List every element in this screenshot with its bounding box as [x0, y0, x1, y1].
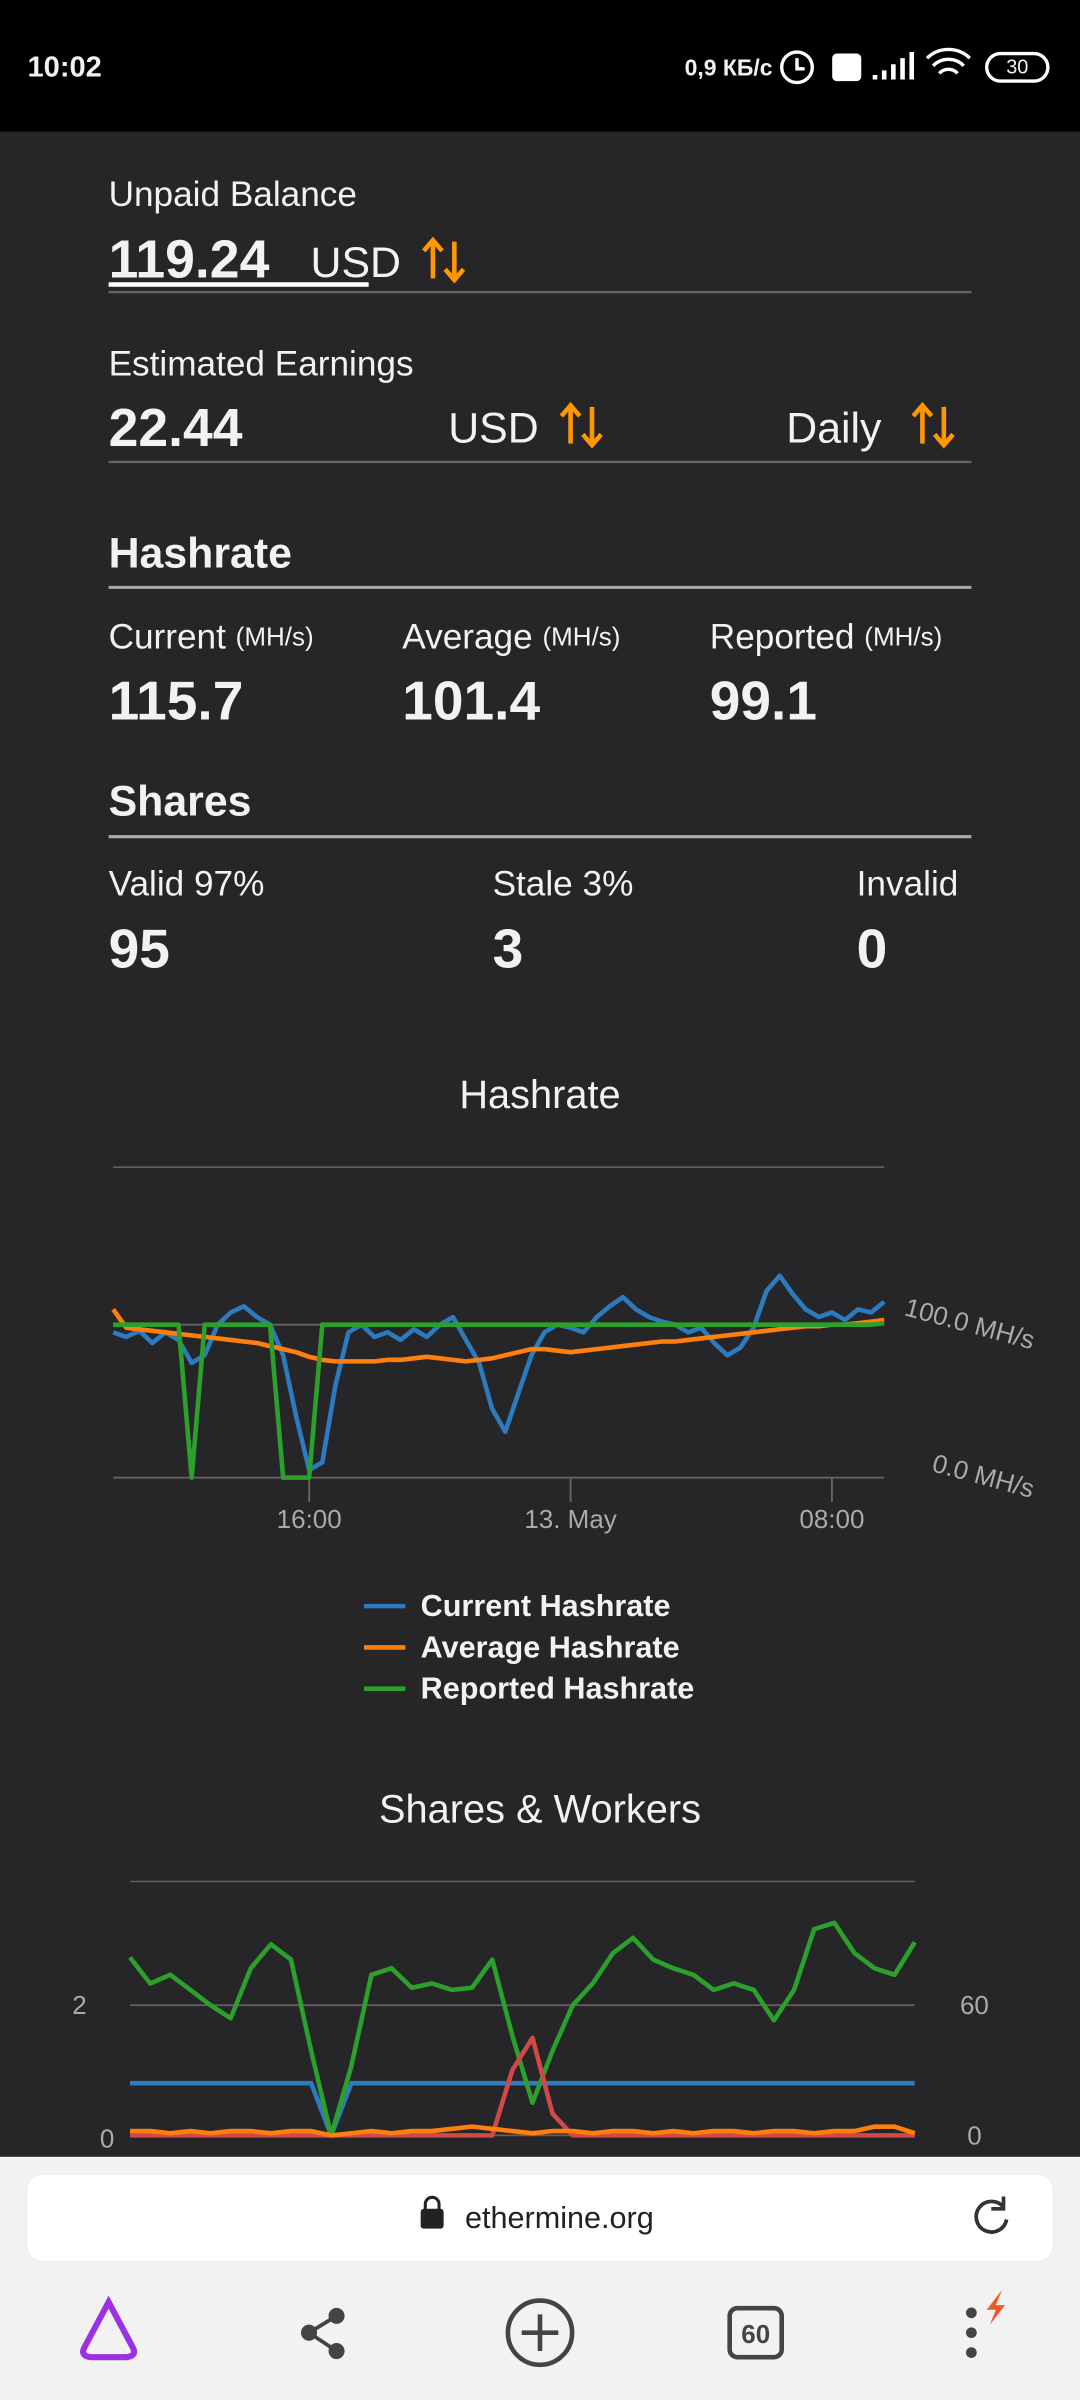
- stat-label: Valid 97%: [109, 865, 265, 904]
- stat-value: 95: [109, 917, 170, 979]
- url[interactable]: ethermine.org: [465, 2201, 654, 2235]
- series-line: [128, 1920, 917, 2138]
- lock-icon: [420, 2195, 444, 2229]
- tab-count[interactable]: 60: [741, 2319, 770, 2349]
- unpaid-label: Unpaid Balance: [109, 175, 357, 214]
- unpaid-unit[interactable]: USD: [311, 239, 401, 287]
- stat-unit: (MH/s): [864, 621, 942, 651]
- stat-value: 99.1: [710, 670, 817, 732]
- series-line: [112, 1273, 886, 1473]
- legend-label: Current Hashrate: [421, 1589, 671, 1623]
- x-tick-label: 13. May: [524, 1504, 617, 1534]
- period-toggle[interactable]: [911, 401, 955, 449]
- new-tab-icon[interactable]: [505, 2298, 575, 2368]
- y2-tick-label: 60: [960, 1990, 989, 2020]
- currency-toggle[interactable]: [559, 401, 603, 449]
- tabs-icon[interactable]: [727, 2305, 784, 2360]
- stat-label: Invalid: [857, 865, 959, 904]
- net-speed: 0,9 КБ/с: [685, 54, 773, 80]
- legend-label: Average Hashrate: [421, 1630, 680, 1664]
- menu-icon[interactable]: [966, 2289, 1006, 2358]
- chart-title: Hashrate: [459, 1073, 620, 1117]
- share-icon[interactable]: [300, 2307, 345, 2360]
- stat-name: Average: [402, 617, 532, 656]
- clock: 10:02: [28, 51, 102, 83]
- stat-unit: (MH/s): [236, 621, 314, 651]
- stat-unit: (MH/s): [542, 621, 620, 651]
- assistant-icon[interactable]: [80, 2295, 138, 2361]
- battery-level: 30: [1006, 56, 1028, 78]
- x-tick-label: 16:00: [277, 1504, 342, 1534]
- stat-value: 101.4: [402, 670, 540, 732]
- reload-icon[interactable]: [974, 2196, 1009, 2234]
- url-bar[interactable]: [27, 2175, 1053, 2261]
- stat-label: Average (MH/s): [402, 617, 620, 656]
- section-title: Hashrate: [109, 530, 292, 578]
- unpaid-value: 119.24: [109, 231, 270, 290]
- currency-toggle[interactable]: [421, 236, 466, 284]
- y2-tick-label: 0: [967, 2120, 981, 2150]
- estimated-unit[interactable]: USD: [448, 404, 538, 452]
- series-line: [130, 2080, 915, 2138]
- period[interactable]: Daily: [786, 404, 882, 452]
- status-icons: [780, 47, 1050, 85]
- section-title: Shares: [109, 778, 252, 826]
- y-tick-label: 2: [72, 1990, 86, 2020]
- legend-label: Reported Hashrate: [421, 1672, 695, 1706]
- stat-value: 0: [857, 917, 888, 979]
- stat-name: Current: [109, 617, 227, 656]
- y-tick-label: 0: [100, 2123, 114, 2153]
- stat-label: Current (MH/s): [109, 617, 314, 656]
- x-tick-label: 08:00: [799, 1504, 864, 1534]
- stat-label: Reported (MH/s): [710, 617, 942, 656]
- estimated-value: 22.44: [109, 399, 243, 458]
- series-line: [130, 2124, 916, 2138]
- estimated-label: Estimated Earnings: [109, 345, 414, 384]
- series-line: [113, 1320, 885, 1480]
- chart-title: Shares & Workers: [379, 1788, 701, 1832]
- status-bar: [0, 0, 1080, 132]
- series-line: [130, 2035, 915, 2138]
- stat-value: 3: [493, 917, 524, 979]
- series-line: [111, 1308, 885, 1364]
- stat-label: Stale 3%: [493, 865, 634, 904]
- stat-value: 115.7: [109, 670, 244, 732]
- stat-name: Reported: [710, 617, 855, 656]
